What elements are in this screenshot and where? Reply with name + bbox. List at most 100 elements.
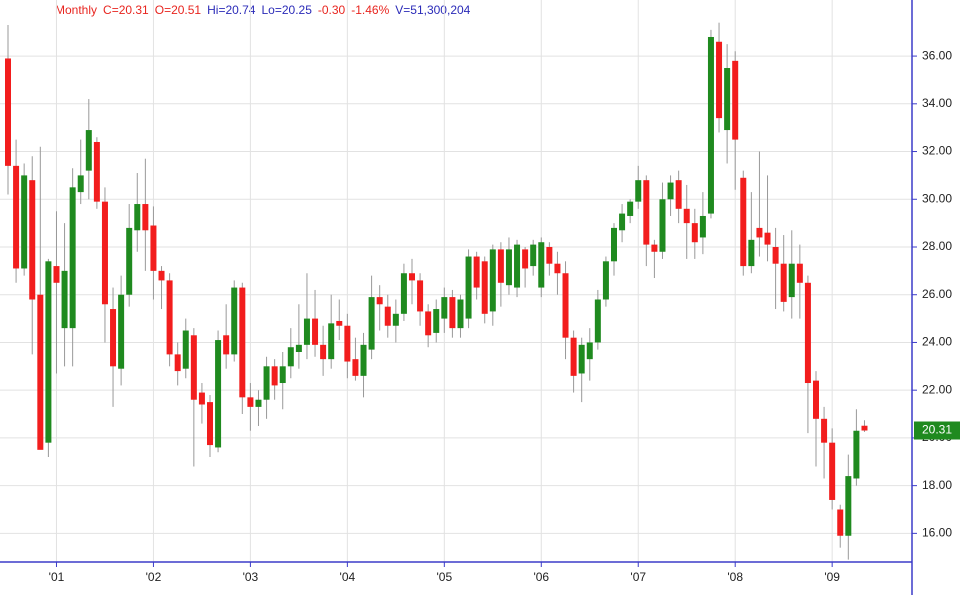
header-item: C=20.31 (103, 3, 149, 17)
x-tick-label: '09 (824, 570, 840, 584)
y-tick-label: 30.00 (922, 191, 952, 205)
candle-body (77, 175, 84, 193)
x-tick-label: '08 (727, 570, 743, 584)
candle-body (207, 402, 213, 446)
candle-body (279, 366, 286, 384)
candle-body (611, 227, 617, 262)
candle-body (53, 266, 60, 283)
candle-body (813, 380, 819, 419)
candle-body (845, 476, 852, 536)
candle-body (409, 273, 415, 281)
candle-body (788, 263, 795, 298)
y-tick-label: 24.00 (922, 335, 952, 349)
candle-body (425, 311, 432, 336)
candle-body (602, 261, 609, 300)
candle-body (635, 180, 642, 202)
candle-body (732, 60, 739, 140)
candle-body (61, 270, 68, 329)
y-tick-label: 18.00 (922, 478, 952, 492)
candle-body (271, 366, 278, 386)
candle-body (756, 227, 763, 238)
candle-body (303, 318, 310, 345)
x-tick-label: '06 (533, 570, 549, 584)
candle-body (215, 340, 222, 448)
x-tick-label: '02 (146, 570, 162, 584)
candle-body (368, 297, 375, 350)
candle-body (239, 287, 246, 398)
candle-body (489, 249, 496, 312)
candle-body (643, 180, 650, 245)
candle-body (85, 130, 92, 171)
candle-body (497, 249, 504, 283)
candle-body (821, 418, 828, 443)
candle-body (522, 249, 529, 269)
candle-body (376, 297, 383, 305)
candle-body (174, 354, 181, 372)
y-tick-label: 28.00 (922, 239, 952, 253)
candle-body (861, 425, 868, 431)
candle-body (158, 270, 165, 281)
candle-body (772, 246, 779, 264)
candle-body (93, 141, 100, 202)
header-item: V=51,300,204 (395, 3, 470, 17)
candle-body (150, 225, 157, 271)
last-price-badge (914, 421, 960, 440)
candle-body (481, 261, 488, 314)
x-tick-label: '01 (49, 570, 65, 584)
candle-body (465, 256, 472, 319)
candle-body (118, 294, 125, 369)
y-tick-label: 34.00 (922, 96, 952, 110)
candle-body (247, 397, 254, 407)
candle-body (29, 180, 36, 300)
candle-body (683, 208, 690, 224)
header-item: Lo=20.25 (261, 3, 312, 17)
candle-body (724, 68, 731, 131)
candle-body (400, 273, 407, 314)
candle-body (853, 430, 860, 479)
candle-body (166, 280, 173, 355)
y-tick-label: 26.00 (922, 287, 952, 301)
header-item: Hi=20.74 (207, 3, 256, 17)
candle-body (134, 204, 141, 231)
candle-body (829, 442, 836, 500)
candle-body (562, 273, 569, 338)
candle-body (740, 177, 747, 267)
candle-body (449, 297, 456, 329)
y-tick-label: 32.00 (922, 144, 952, 158)
candle-body (546, 246, 553, 264)
candle-body (328, 323, 335, 360)
candle-body (190, 335, 197, 400)
candle-body (295, 344, 302, 352)
candle-body (182, 330, 189, 369)
candle-body (231, 287, 238, 355)
candle-body (530, 244, 537, 267)
candle-body (21, 175, 28, 269)
candle-body (263, 366, 270, 400)
candle-body (764, 232, 771, 245)
candle-body (417, 280, 424, 312)
candle-body (651, 244, 658, 252)
candle-body (667, 182, 674, 200)
candle-body (578, 344, 585, 374)
candle-body (627, 201, 634, 216)
candle-body (312, 318, 319, 345)
candle-body (255, 399, 262, 407)
candle-body (336, 320, 343, 326)
candle-body (716, 41, 723, 119)
candle-body (691, 223, 698, 243)
chart-header: Monthly C=20.31 O=20.51 Hi=20.74 Lo=20.25 -0.… (55, 3, 471, 17)
candle-body (514, 244, 521, 288)
candle-body (457, 299, 464, 329)
candle-body (126, 227, 133, 295)
x-tick-label: '04 (340, 570, 356, 584)
y-tick-label: 36.00 (922, 48, 952, 62)
candle-body (45, 261, 52, 443)
candle-body (586, 342, 593, 360)
candle-body (5, 58, 11, 166)
candle-body (619, 213, 626, 231)
y-tick-label: 16.00 (922, 526, 952, 540)
candle-body (13, 165, 20, 269)
x-tick-label: '03 (243, 570, 259, 584)
candle-body (538, 242, 545, 288)
